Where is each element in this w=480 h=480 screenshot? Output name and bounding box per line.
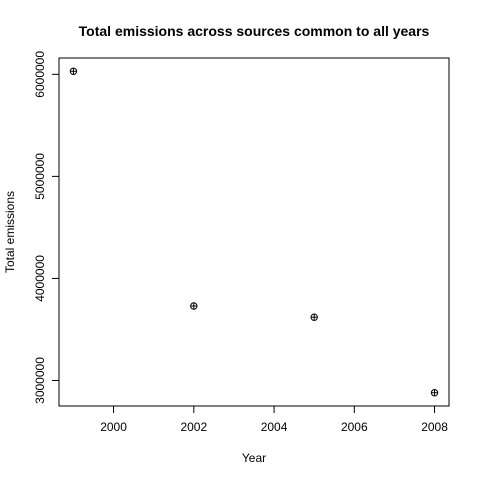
- data-points: [69, 67, 439, 397]
- chart-title: Total emissions across sources common to…: [79, 23, 430, 39]
- y-tick-label: 4000000: [33, 255, 47, 302]
- y-axis: 3000000 4000000 5000000 6000000: [33, 51, 59, 404]
- data-point: [190, 302, 198, 310]
- x-tick-label: 2002: [180, 420, 207, 434]
- data-point: [310, 313, 318, 321]
- x-tick-label: 2008: [421, 420, 448, 434]
- x-tick-label: 2000: [100, 420, 127, 434]
- y-tick-label: 6000000: [33, 51, 47, 98]
- y-axis-label: Total emissions: [3, 191, 17, 273]
- x-axis-label: Year: [242, 451, 266, 465]
- y-tick-label: 5000000: [33, 153, 47, 200]
- x-tick-label: 2006: [341, 420, 368, 434]
- data-point: [430, 389, 439, 397]
- x-axis: 2000 2002 2004 2006 2008: [100, 406, 448, 434]
- data-point: [69, 67, 78, 75]
- x-tick-label: 2004: [261, 420, 288, 434]
- plot-frame: [58, 57, 450, 407]
- y-tick-label: 3000000: [33, 357, 47, 404]
